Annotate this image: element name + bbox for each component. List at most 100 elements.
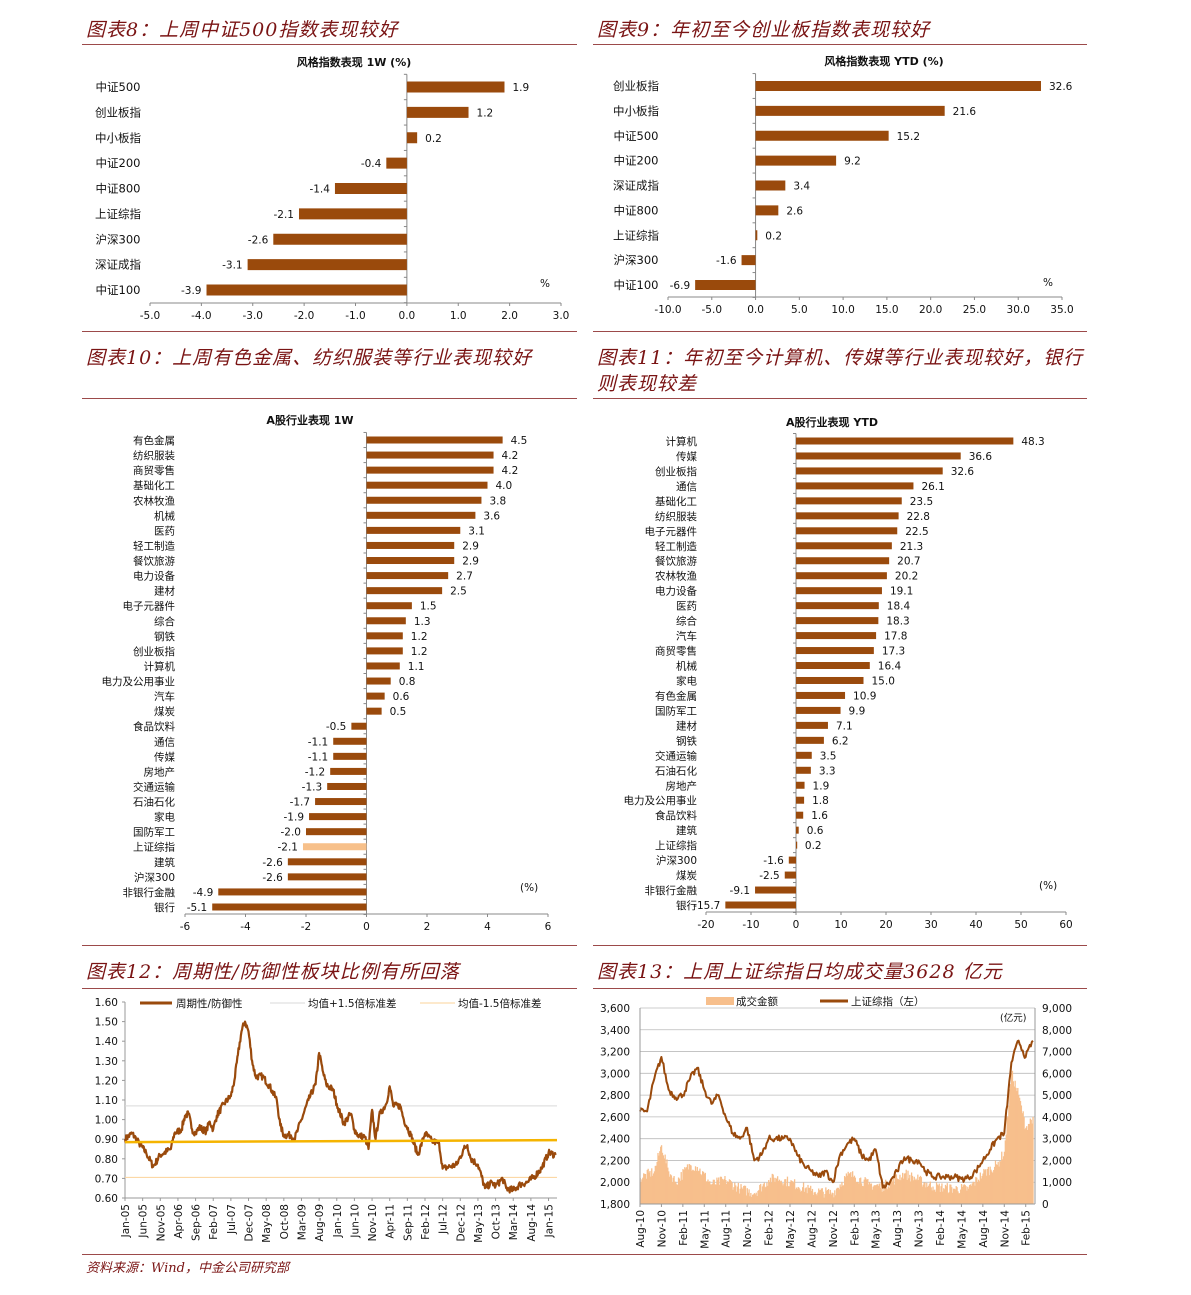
- volume-bar: [777, 1181, 780, 1204]
- volume-bar: [780, 1180, 782, 1204]
- volume-bar: [784, 1179, 786, 1204]
- x-tick-label: Oct-08: [279, 1204, 291, 1239]
- volume-bar: [760, 1191, 763, 1204]
- bar: [796, 572, 887, 580]
- data-label: -2.1: [273, 209, 294, 221]
- x-tick-label: Dec-07: [244, 1204, 256, 1241]
- volume-bar: [851, 1176, 853, 1204]
- x-tick-label: Jul-07: [226, 1204, 238, 1235]
- category-label: 中证800: [614, 203, 659, 217]
- volume-bar: [952, 1188, 955, 1204]
- data-label: 1.9: [813, 780, 830, 792]
- volume-bar: [643, 1173, 646, 1204]
- bar: [287, 858, 367, 866]
- volume-bar: [669, 1174, 672, 1204]
- data-label: 1.9: [512, 82, 529, 94]
- category-label: 建材: [154, 585, 175, 598]
- volume-bar: [667, 1167, 669, 1204]
- category-label: 交通运输: [133, 780, 175, 793]
- volume-bar: [977, 1179, 980, 1204]
- volume-bar: [758, 1189, 760, 1204]
- volume-bar: [866, 1179, 868, 1204]
- volume-bar: [767, 1185, 769, 1204]
- figure-10-caption: 图表10：上周有色金属、纺织服装等行业表现较好: [86, 347, 533, 369]
- bar: [366, 707, 382, 715]
- volume-bar: [915, 1178, 917, 1204]
- volume-bar: [883, 1191, 885, 1204]
- volume-bar: [953, 1188, 956, 1204]
- x-tick-label: Nov-10: [656, 1210, 668, 1247]
- x-tick-label: Aug-13: [892, 1210, 904, 1248]
- volume-bar: [1030, 1119, 1032, 1204]
- y-right-tick-label: 7,000: [1042, 1047, 1072, 1059]
- figure-12-caption: 图表12：周期性/防御性板块比例有所回落: [86, 961, 460, 983]
- volume-bar: [654, 1165, 656, 1204]
- category-label: 沪深300: [656, 854, 697, 867]
- volume-bar: [655, 1165, 657, 1204]
- x-tick-label: -20: [697, 919, 714, 931]
- unit-label: %: [540, 278, 550, 290]
- divider: [593, 331, 1087, 332]
- figure-11-caption-line1: 图表11：年初至今计算机、传媒等行业表现较好，银行: [597, 347, 1084, 369]
- bar: [406, 81, 505, 93]
- volume-bar: [850, 1172, 852, 1204]
- volume-bar: [714, 1184, 716, 1204]
- volume-bar: [868, 1181, 871, 1204]
- category-label: 汽车: [154, 690, 175, 703]
- volume-bar: [845, 1173, 848, 1204]
- y-right-tick-label: 6,000: [1042, 1068, 1072, 1080]
- data-label: -2.5: [759, 870, 780, 882]
- volume-bar: [791, 1180, 793, 1204]
- volume-bar: [694, 1166, 697, 1204]
- volume-bar: [1004, 1140, 1006, 1204]
- bar: [334, 183, 407, 194]
- category-label: 煤炭: [676, 869, 697, 882]
- volume-bar: [952, 1192, 954, 1204]
- volume-bar: [885, 1187, 888, 1204]
- bar: [796, 721, 828, 729]
- data-label: 1.2: [411, 631, 428, 643]
- volume-bar: [927, 1185, 930, 1204]
- volume-bar: [863, 1179, 865, 1204]
- volume-bar: [963, 1184, 965, 1204]
- volume-bar: [954, 1189, 956, 1204]
- volume-bar: [777, 1176, 779, 1204]
- volume-bar: [965, 1186, 967, 1204]
- bar: [725, 901, 796, 909]
- data-label: 1.6: [811, 810, 828, 822]
- bar: [366, 617, 406, 625]
- volume-bar: [920, 1177, 923, 1204]
- data-label: 0.6: [393, 691, 410, 703]
- volume-bar: [677, 1184, 679, 1204]
- data-label: 22.5: [905, 526, 928, 538]
- data-label: -2.6: [262, 872, 283, 884]
- volume-bar: [847, 1171, 849, 1204]
- x-tick-label: May-13: [473, 1204, 485, 1243]
- bar: [755, 886, 796, 894]
- x-tick-label: Dec-12: [455, 1204, 467, 1241]
- bar: [366, 481, 488, 489]
- category-label: 创业板指: [613, 79, 659, 93]
- volume-bar: [817, 1192, 819, 1204]
- category-label: 基础化工: [655, 495, 697, 508]
- data-label: 3.6: [483, 510, 500, 522]
- category-label: 中证200: [614, 154, 659, 168]
- volume-bar: [746, 1188, 748, 1204]
- bar: [406, 132, 418, 144]
- bar: [796, 796, 805, 804]
- bar: [796, 512, 899, 520]
- volume-bar: [981, 1175, 983, 1204]
- legend-label: 成交金额: [736, 995, 778, 1008]
- volume-bar: [1026, 1126, 1028, 1204]
- volume-bar: [876, 1184, 878, 1204]
- volume-bar: [662, 1155, 665, 1204]
- volume-bar: [643, 1173, 645, 1204]
- volume-bar: [778, 1179, 781, 1204]
- volume-bar: [688, 1163, 690, 1204]
- data-label: 3.5: [820, 750, 837, 762]
- bar: [755, 155, 837, 166]
- y-tick-label: 0.80: [95, 1154, 118, 1166]
- volume-bar: [839, 1184, 841, 1204]
- y-right-tick-label: 9,000: [1042, 1003, 1072, 1015]
- volume-bar: [693, 1170, 696, 1204]
